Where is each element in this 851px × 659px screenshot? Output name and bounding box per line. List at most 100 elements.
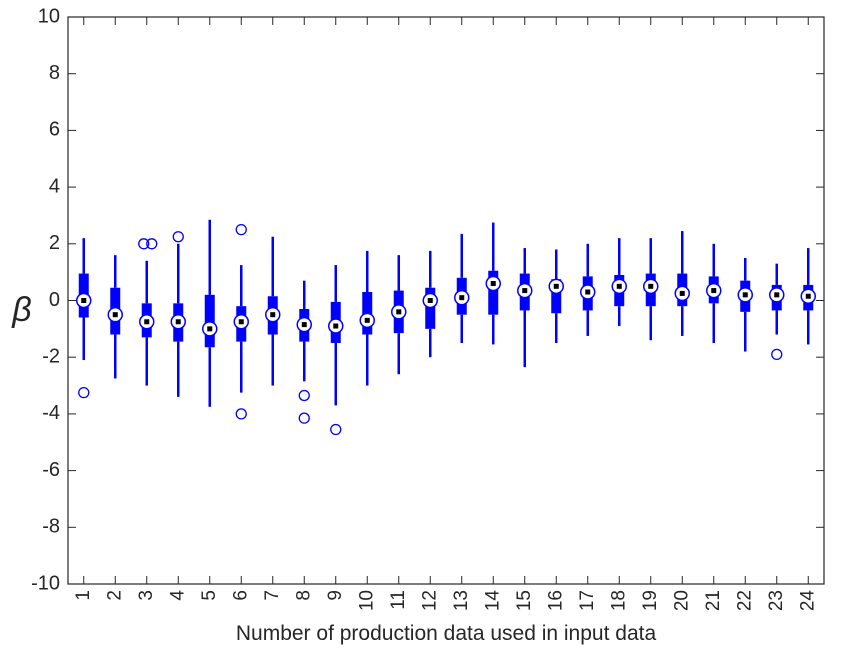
box-series — [76, 219, 816, 436]
x-tick-label: 5 — [199, 590, 220, 601]
median-dot — [553, 283, 559, 289]
box-3 — [138, 238, 158, 386]
box-17 — [580, 243, 596, 336]
median-dot — [333, 323, 339, 329]
outlier-point — [172, 231, 184, 243]
y-tick-label: 4 — [49, 175, 60, 197]
x-tick-label: 8 — [293, 590, 314, 601]
outlier-point — [235, 223, 247, 236]
box-5 — [202, 219, 218, 407]
x-tick-label: 4 — [167, 590, 188, 601]
box-12 — [422, 250, 438, 358]
x-tick-label: 6 — [230, 590, 251, 601]
median-dot — [81, 298, 87, 303]
outlier-point — [146, 238, 158, 250]
x-tick-label: 21 — [703, 590, 724, 611]
median-dot — [207, 326, 213, 332]
x-tick-label: 15 — [514, 590, 535, 611]
median-dot — [270, 312, 276, 318]
x-tick-label: 18 — [608, 590, 629, 611]
x-tick-label: 19 — [640, 590, 661, 611]
x-tick-label: 1 — [73, 590, 94, 601]
x-tick-label: 16 — [545, 590, 566, 611]
x-tick-label: 17 — [577, 590, 598, 611]
median-dot — [522, 288, 528, 294]
x-tick-label: 13 — [451, 590, 472, 611]
box-24 — [800, 248, 816, 345]
x-tick-label: 7 — [262, 590, 283, 601]
box-10 — [359, 250, 375, 386]
y-tick-label: -2 — [42, 345, 60, 367]
y-tick-label: -8 — [42, 516, 60, 538]
x-tick-label: 9 — [325, 590, 346, 601]
box-iqr — [204, 294, 215, 348]
median-dot — [774, 292, 780, 298]
box-6 — [233, 223, 249, 420]
x-tick-label: 12 — [419, 590, 440, 611]
x-tick-label: 2 — [104, 590, 125, 601]
median-dot — [144, 319, 150, 325]
median-dot — [648, 283, 654, 289]
median-dot — [301, 322, 307, 328]
box-11 — [391, 255, 407, 375]
box-9 — [328, 265, 344, 436]
box-8 — [296, 280, 312, 424]
box-22 — [737, 257, 753, 352]
y-tick-label: -4 — [42, 402, 60, 424]
box-7 — [265, 236, 281, 386]
box-18 — [611, 238, 627, 327]
median-dot — [616, 283, 622, 289]
box-13 — [454, 233, 470, 344]
y-tick-label: 6 — [49, 119, 60, 141]
median-dot — [175, 319, 181, 325]
y-axis-ticks: 10 8 6 4 2 0 -2 -4 -6 -8 -10 — [31, 5, 824, 594]
median-dot — [490, 280, 496, 286]
outlier-point — [138, 238, 150, 250]
outlier-point — [298, 389, 310, 402]
median-dot — [585, 289, 591, 295]
x-tick-label: 10 — [356, 590, 377, 611]
x-tick-label: 24 — [797, 590, 818, 612]
box-23 — [769, 263, 785, 361]
outlier-point — [298, 412, 310, 424]
box-14 — [485, 222, 501, 345]
x-tick-label: 22 — [734, 590, 755, 611]
box-15 — [517, 248, 533, 368]
median-dot — [238, 319, 244, 325]
outlier-point — [78, 386, 90, 399]
outlier-point — [235, 408, 247, 420]
plot-frame — [67, 16, 825, 585]
y-axis-label: β — [11, 291, 31, 329]
y-tick-label: 2 — [49, 232, 60, 254]
median-dot — [742, 292, 748, 298]
median-dot — [459, 295, 465, 301]
y-tick-label: 0 — [49, 289, 60, 311]
outlier-point — [771, 348, 783, 361]
box-iqr — [488, 270, 499, 315]
y-tick-label: 10 — [38, 5, 60, 27]
median-dot — [112, 312, 118, 318]
median-dot — [396, 309, 402, 315]
median-dot — [679, 290, 685, 296]
median-dot — [805, 293, 811, 299]
box-4 — [170, 231, 186, 397]
x-tick-label: 23 — [766, 590, 787, 611]
y-tick-label: -10 — [31, 572, 60, 594]
box-21 — [706, 243, 722, 344]
median-dot — [427, 298, 433, 303]
y-tick-label: 8 — [49, 62, 60, 84]
box-2 — [107, 255, 123, 379]
x-tick-label: 11 — [388, 590, 409, 610]
box-1 — [76, 238, 92, 399]
outlier-point — [330, 423, 342, 436]
box-iqr — [551, 279, 562, 314]
box-iqr — [425, 287, 436, 329]
box-20 — [674, 231, 690, 336]
y-tick-label: -6 — [42, 459, 60, 481]
x-tick-label: 20 — [671, 590, 692, 611]
x-axis-label: Number of production data used in input … — [236, 622, 657, 645]
x-axis-ticks: 1 2 3 4 5 6 7 8 9 10 11 12 13 14 15 16 17 18 19 20 21 22 23 24 — [73, 17, 818, 612]
box-16 — [548, 249, 564, 344]
